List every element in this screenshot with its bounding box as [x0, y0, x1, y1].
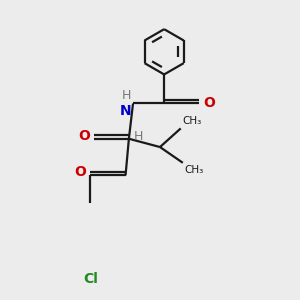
Text: O: O [75, 165, 86, 179]
Text: O: O [203, 97, 215, 110]
Text: N: N [119, 104, 131, 118]
Text: H: H [122, 88, 131, 102]
Text: O: O [78, 129, 90, 143]
Text: CH₃: CH₃ [185, 165, 204, 175]
Text: CH₃: CH₃ [183, 116, 202, 127]
Text: Cl: Cl [83, 272, 98, 286]
Text: H: H [134, 130, 143, 143]
